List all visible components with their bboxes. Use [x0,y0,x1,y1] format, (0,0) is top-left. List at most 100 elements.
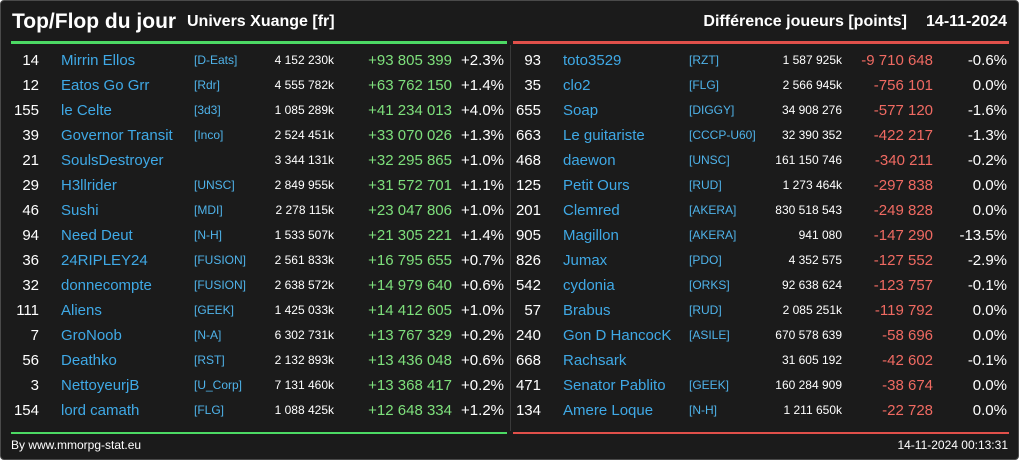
alliance-tag[interactable]: [U_Corp] [194,378,243,392]
player-score: 2 278 115k [275,203,335,217]
player-name-link[interactable]: cydonia [563,277,615,294]
alliance-tag[interactable]: [DIGGY] [689,103,735,117]
player-rank: 240 [515,327,541,344]
player-name-link[interactable]: Gon D HancocK [563,327,672,344]
universe-label: Univers Xuange [fr] [187,13,335,30]
player-name-link[interactable]: Governor Transit [61,127,173,144]
flop-row: 57 Brabus [RUD] 2 085 251k -119 792 0.0% [513,298,1010,323]
player-name-link[interactable]: Rachsark [563,352,627,369]
alliance-tag[interactable]: [UNSC] [194,178,235,192]
percent-change: -0.1% [967,352,1007,369]
alliance-tag[interactable]: [FLG] [194,403,225,417]
alliance-tag[interactable]: [Rdr] [194,78,221,92]
alliance-tag[interactable]: [N-H] [194,228,222,242]
player-name-link[interactable]: Sushi [61,202,99,219]
alliance-tag[interactable]: [N-H] [689,403,717,417]
panel-divider [510,45,511,431]
player-score: 7 131 460k [274,378,334,392]
player-rank: 542 [515,277,541,294]
player-rank: 468 [515,152,541,169]
alliance-tag[interactable]: [RZT] [689,53,719,67]
alliance-tag[interactable]: [AKERA] [689,228,737,242]
score-difference: -38 674 [882,377,933,394]
score-difference: -297 838 [873,177,933,194]
player-name-link[interactable]: Le guitariste [563,127,645,144]
alliance-tag[interactable]: [RST] [194,353,225,367]
player-score: 6 302 731k [274,328,334,342]
alliance-tag[interactable]: [GEEK] [689,378,730,392]
player-score: 31 605 192 [781,353,842,367]
player-name-link[interactable]: le Celte [61,102,112,119]
alliance-tag[interactable]: [Inco] [194,128,224,142]
player-score: 4 352 575 [788,253,842,267]
score-difference: +14 979 640 [368,277,452,294]
alliance-tag[interactable]: [RUD] [689,178,722,192]
player-score: 2 524 451k [274,128,334,142]
player-name-link[interactable]: donnecompte [61,277,152,294]
alliance-tag[interactable]: [ASILE] [689,328,730,342]
percent-change: +2.3% [461,52,504,69]
player-score: 2 849 955k [274,178,334,192]
top-row: 56 Deathko [RST] 2 132 893k +13 436 048 +0.6% [11,348,508,373]
alliance-tag[interactable]: [D-Eats] [194,53,238,67]
player-name-link[interactable]: toto3529 [563,52,622,69]
player-name-link[interactable]: Aliens [61,302,102,319]
player-name-link[interactable]: GroNoob [61,327,122,344]
percent-change: +1.0% [461,302,504,319]
alliance-tag[interactable]: [GEEK] [194,303,235,317]
player-score: 4 152 230k [274,53,334,67]
alliance-tag[interactable]: [AKERA] [689,203,737,217]
player-name-link[interactable]: clo2 [563,77,591,94]
alliance-tag[interactable]: [UNSC] [689,153,730,167]
alliance-tag[interactable]: [MDI] [194,203,223,217]
alliance-tag[interactable]: [PDO] [689,253,722,267]
alliance-tag[interactable]: [N-A] [194,328,222,342]
player-name-link[interactable]: Brabus [563,302,611,319]
player-name-link[interactable]: Jumax [563,252,608,269]
percent-change: +0.7% [461,252,504,269]
score-difference: +63 762 150 [368,77,452,94]
player-name-link[interactable]: SoulsDestroyer [61,152,164,169]
player-name-link[interactable]: Clemred [563,202,620,219]
top-row: 111 Aliens [GEEK] 1 425 033k +14 412 605 +1.0… [11,298,508,323]
player-name-link[interactable]: lord camath [61,402,140,419]
player-name-link[interactable]: 24RIPLEY24 [61,252,148,269]
player-name-link[interactable]: NettoyeurjB [61,377,140,394]
alliance-tag[interactable]: [3d3] [194,103,221,117]
score-difference: +13 767 329 [368,327,452,344]
player-rank: 668 [515,352,541,369]
score-difference: -340 211 [874,152,933,169]
alliance-tag[interactable]: [CCCP-U60] [689,128,756,142]
player-name-link[interactable]: Petit Ours [563,177,630,194]
score-difference: +93 805 399 [368,52,452,69]
alliance-tag[interactable]: [FUSION] [194,278,247,292]
player-name-link[interactable]: Magillon [563,227,619,244]
player-score: 1 273 464k [782,178,842,192]
player-rank: 29 [22,177,39,194]
player-name-link[interactable]: Mirrin Ellos [61,52,136,69]
player-name-link[interactable]: Deathko [61,352,117,369]
score-difference: +23 047 806 [368,202,452,219]
player-name-link[interactable]: H3llrider [61,177,117,194]
player-name-link[interactable]: Eatos Go Grr [61,77,150,94]
score-difference: -756 101 [873,77,933,94]
percent-change: -0.2% [967,152,1007,169]
player-name-link[interactable]: Amere Loque [563,402,654,419]
alliance-tag[interactable]: [FLG] [689,78,720,92]
top-row: 94 Need Deut [N-H] 1 533 507k +21 305 221 +1.… [11,223,508,248]
flop-row: 471 Senator Pablito [GEEK] 160 284 909 -38 6… [513,373,1010,398]
alliance-tag[interactable]: [RUD] [689,303,722,317]
flop-row: 240 Gon D HancocK [ASILE] 670 578 639 -58 69… [513,323,1010,348]
alliance-tag[interactable]: [ORKS] [689,278,730,292]
player-name-link[interactable]: Need Deut [61,227,133,244]
alliance-tag[interactable]: [FUSION] [194,253,247,267]
player-name-link[interactable]: daewon [563,152,616,169]
flop-row: 35 clo2 [FLG] 2 566 945k -756 101 0.0% [513,73,1010,98]
player-score: 3 344 131k [274,153,334,167]
top-accent-line [11,41,507,44]
player-score: 1 211 650k [783,403,843,417]
player-name-link[interactable]: Senator Pablito [563,377,666,394]
page-title: Top/Flop du jour [12,10,177,33]
player-rank: 201 [515,202,541,219]
player-name-link[interactable]: Soap [563,102,599,119]
